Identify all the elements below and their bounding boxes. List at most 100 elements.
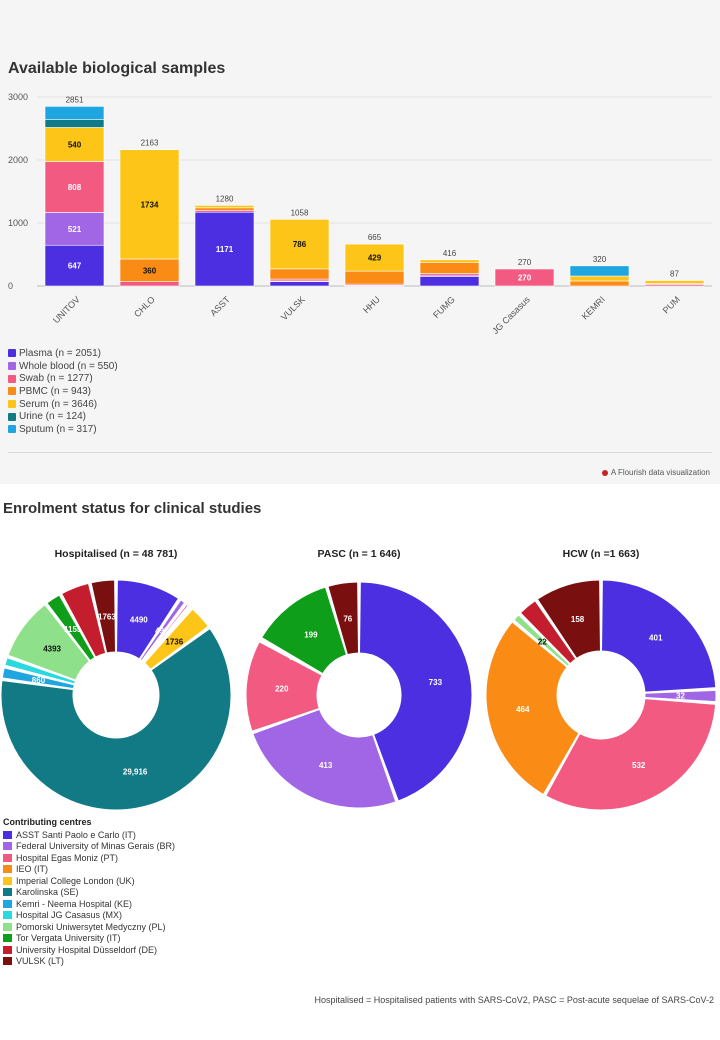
legend-item[interactable]: PBMC (n = 943) — [8, 385, 118, 398]
bar-segment[interactable] — [569, 275, 630, 282]
bar-segment[interactable] — [44, 212, 105, 246]
centres-legend: Contributing centres ASST Santi Paolo e … — [3, 817, 175, 967]
centre-legend-item[interactable]: VULSK (LT) — [3, 956, 175, 968]
bar-segment[interactable] — [269, 219, 330, 270]
footnote: Hospitalised = Hospitalised patients wit… — [314, 995, 714, 1005]
donut-data-label: 413 — [319, 761, 333, 770]
donut-slice[interactable] — [259, 638, 324, 676]
donut-slice[interactable] — [4, 657, 76, 685]
centre-legend-item[interactable]: Kemri - Neema Hospital (KE) — [3, 898, 175, 910]
centre-legend-item[interactable]: Pomorski Uniwersytet Medyczny (PL) — [3, 921, 175, 933]
x-tick-label: VULSK — [279, 294, 307, 322]
bar-segment[interactable] — [569, 265, 630, 277]
legend-item[interactable]: Plasma (n = 2051) — [8, 347, 118, 360]
bar-segment[interactable] — [344, 270, 405, 285]
donut-data-label: 158 — [571, 615, 585, 624]
donut-slice[interactable] — [245, 641, 323, 732]
legend-item[interactable]: Whole blood (n = 550) — [8, 360, 118, 373]
legend-item[interactable]: Swab (n = 1277) — [8, 372, 118, 385]
x-tick-label: HHU — [361, 294, 382, 315]
bar-segment[interactable] — [194, 211, 255, 287]
x-tick-label: ASST — [208, 294, 232, 318]
donut-slice[interactable] — [260, 586, 348, 675]
bar-segment[interactable] — [644, 280, 705, 284]
centre-legend-item[interactable]: Hospital JG Casasus (MX) — [3, 910, 175, 922]
centre-label: University Hospital Düsseldorf (DE) — [16, 944, 158, 955]
bar-segment[interactable] — [269, 281, 330, 287]
credit-text: A Flourish data visualization — [610, 468, 710, 477]
legend-label: Serum (n = 3646) — [19, 398, 98, 410]
donut-slice[interactable] — [0, 627, 232, 811]
donut-slice[interactable] — [60, 582, 107, 658]
donut-slice[interactable] — [545, 698, 717, 811]
donut-slice[interactable] — [327, 581, 360, 656]
bar-segment[interactable] — [44, 127, 105, 162]
bar-segment[interactable] — [419, 262, 480, 274]
legend-label: PBMC (n = 943) — [19, 385, 91, 397]
centre-label: Pomorski Uniwersytet Medyczny (PL) — [16, 921, 166, 932]
donut-data-label: 860 — [32, 676, 46, 685]
centre-legend-item[interactable]: University Hospital Düsseldorf (DE) — [3, 944, 175, 956]
donut-slice[interactable] — [139, 599, 186, 662]
centre-legend-item[interactable]: Tor Vergata University (IT) — [3, 933, 175, 945]
bar-segment[interactable] — [44, 161, 105, 213]
donut-slice[interactable] — [519, 600, 577, 665]
bar-data-label: 808 — [68, 183, 82, 192]
donut-slice[interactable] — [141, 603, 189, 663]
donut-data-label: 29,916 — [123, 768, 148, 777]
donut-slice[interactable] — [46, 594, 96, 662]
bar-segment[interactable] — [419, 259, 480, 263]
donut-slice[interactable] — [513, 614, 571, 667]
donut-slice[interactable] — [252, 708, 397, 809]
centre-legend-item[interactable]: Hospital Egas Moniz (PT) — [3, 852, 175, 864]
bar-segment[interactable] — [119, 281, 180, 287]
donut-slice[interactable] — [644, 689, 717, 703]
bar-segment[interactable] — [44, 106, 105, 120]
bar-segment[interactable] — [119, 149, 180, 260]
centre-legend-item[interactable]: Imperial College London (UK) — [3, 875, 175, 887]
donut-data-label: 401 — [649, 633, 663, 642]
legend-swatch — [8, 400, 16, 409]
bar-segment[interactable] — [269, 268, 330, 280]
legend-swatch — [8, 362, 16, 371]
bar-segment[interactable] — [44, 244, 105, 287]
bar-segment[interactable] — [344, 243, 405, 272]
centre-legend-item[interactable]: Federal University of Minas Gerais (BR) — [3, 841, 175, 853]
donut-title: Hospitalised (n = 48 781) — [55, 548, 178, 560]
legend-item[interactable]: Sputum (n = 317) — [8, 423, 118, 436]
donut-data-label: 76 — [343, 614, 352, 623]
donut-slice[interactable] — [143, 606, 192, 663]
donut-slice[interactable] — [358, 581, 473, 802]
donut-slice[interactable] — [485, 621, 580, 796]
centre-label: IEO (IT) — [16, 864, 48, 875]
y-tick-label: 3000 — [8, 92, 28, 102]
legend-item[interactable]: Urine (n = 124) — [8, 410, 118, 423]
bar-segment[interactable] — [44, 119, 105, 128]
centre-legend-item[interactable]: Karolinska (SE) — [3, 887, 175, 899]
bar-segment[interactable] — [494, 268, 555, 287]
legend-label: Swab (n = 1277) — [19, 373, 93, 385]
centre-legend-item[interactable]: IEO (IT) — [3, 864, 175, 876]
legend-item[interactable]: Serum (n = 3646) — [8, 398, 118, 411]
bar-data-label: 360 — [143, 266, 157, 275]
donut-slice[interactable] — [143, 608, 209, 671]
centre-legend-item[interactable]: ASST Santi Paolo e Carlo (IT) — [3, 829, 175, 841]
bar-data-label: 270 — [518, 273, 532, 282]
bar-data-label: 647 — [68, 262, 82, 271]
donut-data-label: 1155 — [64, 625, 82, 634]
donut-slice[interactable] — [90, 579, 116, 654]
bar-segment[interactable] — [194, 205, 255, 209]
donut-slice[interactable] — [116, 579, 180, 660]
donut-slice[interactable] — [7, 603, 91, 681]
y-tick-label: 0 — [8, 281, 13, 291]
centre-swatch — [3, 934, 12, 943]
bar-segment[interactable] — [419, 276, 480, 287]
bar-segment[interactable] — [194, 207, 255, 211]
donut-slice[interactable] — [536, 579, 601, 660]
flourish-credit[interactable]: A Flourish data visualization — [601, 468, 710, 477]
x-tick-label: PUM — [661, 294, 682, 315]
donut-slice[interactable] — [1, 667, 75, 690]
donut-slice[interactable] — [601, 579, 717, 693]
bar-segment[interactable] — [569, 280, 630, 287]
donut-data-label: 32 — [676, 692, 685, 701]
